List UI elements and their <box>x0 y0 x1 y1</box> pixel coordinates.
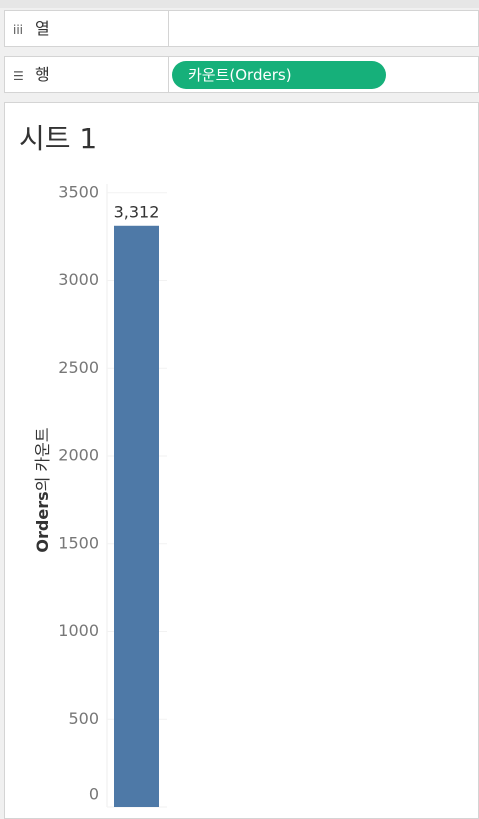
columns-shelf[interactable]: iii 열 <box>4 10 479 47</box>
rows-label: 행 <box>35 65 50 84</box>
shelf-icon: iii <box>13 23 24 37</box>
toolbar-strip <box>0 0 479 8</box>
y-axis-field: Orders <box>33 491 52 552</box>
chart-title: 시트 1 <box>19 122 97 155</box>
value-label: 3,312 <box>114 202 160 221</box>
y-tick-label: 2000 <box>58 446 99 465</box>
rows-shelf[interactable]: ☰ 행 카운트(Orders) <box>4 56 479 93</box>
shelf-label: iii 열 <box>5 11 169 46</box>
field-pill[interactable]: 카운트(Orders) <box>172 61 386 89</box>
y-tick-label: 500 <box>68 709 99 728</box>
columns-label: 열 <box>35 19 50 38</box>
y-tick-label: 2500 <box>58 358 99 377</box>
y-axis-suffix: 의 카운트 <box>33 427 52 491</box>
y-tick-label: 0 <box>89 785 99 804</box>
shelf-label: ☰ 행 <box>5 57 169 92</box>
y-tick-label: 1500 <box>58 533 99 552</box>
y-tick-label: 3000 <box>58 270 99 289</box>
y-tick-label: 3500 <box>58 182 99 201</box>
bar <box>114 225 159 807</box>
y-tick-label: 1000 <box>58 621 99 640</box>
y-axis-title: Orders의 카운트 <box>33 427 52 552</box>
shelf-icon: ☰ <box>13 69 24 83</box>
